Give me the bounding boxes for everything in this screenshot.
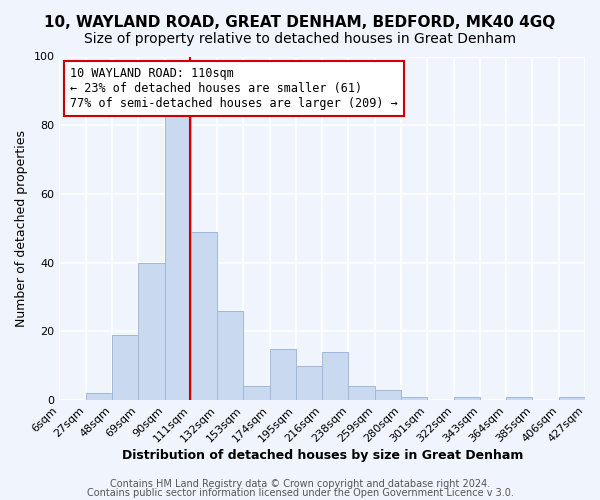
Bar bbox=[217, 311, 244, 400]
Bar bbox=[506, 396, 532, 400]
Bar bbox=[349, 386, 375, 400]
Text: 10 WAYLAND ROAD: 110sqm
← 23% of detached houses are smaller (61)
77% of semi-de: 10 WAYLAND ROAD: 110sqm ← 23% of detache… bbox=[70, 67, 398, 110]
Bar bbox=[296, 366, 322, 400]
Bar bbox=[244, 386, 269, 400]
Bar bbox=[454, 396, 480, 400]
Bar bbox=[559, 396, 585, 400]
Bar bbox=[112, 335, 138, 400]
X-axis label: Distribution of detached houses by size in Great Denham: Distribution of detached houses by size … bbox=[122, 450, 523, 462]
Text: Contains public sector information licensed under the Open Government Licence v : Contains public sector information licen… bbox=[86, 488, 514, 498]
Bar bbox=[191, 232, 217, 400]
Bar bbox=[269, 348, 296, 400]
Bar bbox=[86, 393, 112, 400]
Text: 10, WAYLAND ROAD, GREAT DENHAM, BEDFORD, MK40 4GQ: 10, WAYLAND ROAD, GREAT DENHAM, BEDFORD,… bbox=[44, 15, 556, 30]
Y-axis label: Number of detached properties: Number of detached properties bbox=[15, 130, 28, 327]
Bar bbox=[138, 262, 164, 400]
Bar bbox=[322, 352, 349, 400]
Bar bbox=[375, 390, 401, 400]
Text: Contains HM Land Registry data © Crown copyright and database right 2024.: Contains HM Land Registry data © Crown c… bbox=[110, 479, 490, 489]
Text: Size of property relative to detached houses in Great Denham: Size of property relative to detached ho… bbox=[84, 32, 516, 46]
Bar bbox=[401, 396, 427, 400]
Bar bbox=[164, 112, 191, 400]
